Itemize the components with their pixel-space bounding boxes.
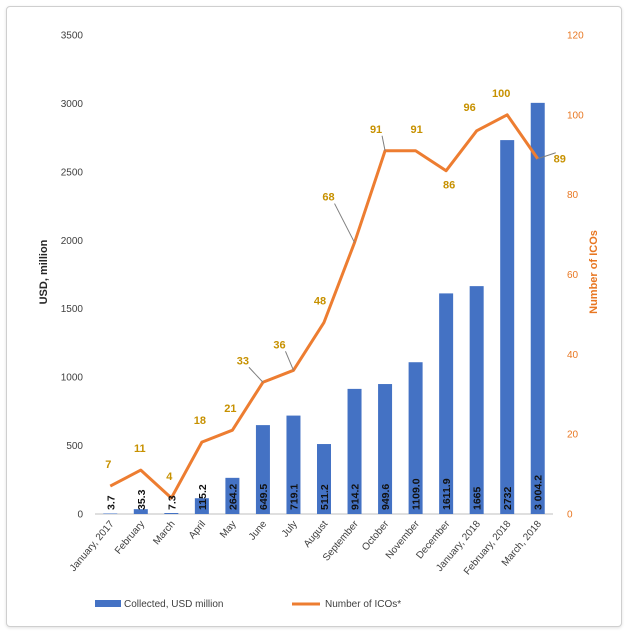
bar-data-label: 3 004.2 (533, 475, 545, 510)
right-tick-label: 120 (567, 31, 584, 42)
bar-data-label: 1109.0 (411, 478, 423, 510)
left-tick-label: 3500 (61, 31, 84, 42)
bar (255, 425, 270, 514)
line-data-label: 21 (224, 403, 236, 415)
category-label: July (280, 519, 300, 540)
legend: Collected, USD million Number of ICOs* (95, 599, 401, 610)
left-tick-label: 2000 (61, 236, 84, 247)
bar (286, 415, 301, 514)
line-label-leader (334, 203, 355, 243)
left-tick-label: 1500 (61, 304, 84, 315)
bar-data-label: 35.3 (136, 489, 148, 510)
line-label-leader (248, 366, 264, 383)
bar (469, 286, 484, 514)
ico-count-line (109, 113, 539, 500)
right-tick-label: 40 (567, 350, 579, 361)
category-label: April (187, 519, 208, 541)
category-label: March (151, 519, 177, 547)
category-label: October (360, 518, 392, 553)
line-data-label: 4 (166, 471, 173, 483)
bar (194, 498, 209, 514)
category-label: August (302, 519, 331, 550)
left-tick-label: 0 (77, 510, 83, 521)
bar (164, 513, 179, 514)
bar-data-label: 264.2 (227, 484, 239, 510)
bar-data-label: 2732 (502, 486, 514, 510)
line-data-label: 48 (314, 295, 326, 307)
right-tick-label: 20 (567, 430, 579, 441)
legend-bar-swatch (95, 600, 121, 607)
category-label: June (247, 519, 270, 543)
left-axis-title: USD, million (38, 239, 50, 304)
left-tick-label: 500 (66, 441, 83, 452)
legend-line-label: Number of ICOs* (325, 599, 401, 610)
bar (347, 388, 362, 514)
bar (317, 444, 331, 514)
bars-series (103, 102, 545, 515)
category-label: January, 2017 (68, 519, 117, 574)
right-axis-title: Number of ICOs (588, 230, 600, 314)
bar-data-label: 649.5 (258, 484, 270, 510)
line-series (109, 113, 539, 500)
bar-data-label: 7.3 (166, 495, 178, 510)
right-tick-label: 0 (567, 510, 573, 521)
line-data-label: 91 (370, 124, 382, 136)
line-label-leader (285, 351, 294, 371)
line-label-leader (381, 135, 386, 151)
bar-data-label: 115.2 (197, 484, 209, 510)
bar (103, 513, 118, 514)
line-data-labels: 7 11 4 18 21 33 36 48 68 91 91 86 96 100 89 (105, 88, 566, 483)
right-tick-label: 100 (567, 110, 584, 121)
line-data-label: 86 (443, 180, 455, 192)
bar (225, 477, 240, 514)
line-data-label: 68 (322, 192, 334, 204)
bar (500, 140, 515, 514)
bar-data-label: 1611.9 (441, 478, 453, 510)
chart-frame (6, 6, 622, 627)
right-tick-label: 60 (567, 270, 579, 281)
line-data-label: 91 (410, 124, 422, 136)
right-axis: 0 20 40 60 80 100 120 (567, 31, 584, 521)
right-tick-label: 80 (567, 190, 579, 201)
bar-data-label: 914.2 (350, 484, 362, 510)
left-tick-label: 3000 (61, 99, 84, 110)
line-data-label: 96 (464, 102, 476, 114)
line-data-label: 7 (105, 459, 111, 471)
bar-data-labels: 3.7 35.3 7.3 115.2 264.2 649.5 719.1 511.2 914.2… (105, 475, 544, 510)
line-data-label: 100 (492, 88, 510, 100)
line-data-label: 11 (134, 443, 146, 455)
bar (439, 293, 454, 514)
bar (378, 384, 393, 514)
bar-data-label: 719.1 (288, 484, 300, 510)
bar (408, 362, 423, 514)
left-tick-label: 1000 (61, 373, 84, 384)
bar-data-label: 511.2 (319, 484, 331, 510)
line-data-label: 36 (273, 339, 285, 351)
legend-bar-label: Collected, USD million (124, 599, 223, 610)
line-data-label: 18 (194, 415, 206, 427)
bar-data-label: 1665 (472, 486, 484, 510)
bar-data-label: 3.7 (105, 495, 117, 510)
category-label: May (218, 519, 239, 541)
left-tick-label: 2500 (61, 167, 84, 178)
bar-data-label: 949.6 (380, 484, 392, 510)
line-label-leader (537, 152, 556, 160)
line-data-label: 89 (554, 154, 566, 166)
category-label: February (113, 519, 147, 557)
bar (133, 509, 148, 514)
line-data-label: 33 (237, 355, 249, 367)
bar (530, 102, 545, 515)
